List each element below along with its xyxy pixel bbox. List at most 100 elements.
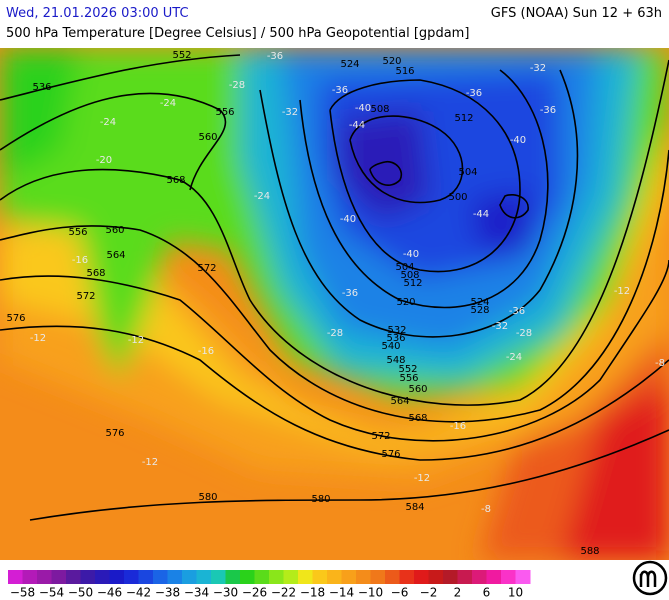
height-label: 536 — [386, 333, 405, 344]
temperature-label: -24 — [254, 191, 270, 202]
height-label: 504 — [395, 262, 414, 273]
colorbar-swatch — [95, 570, 110, 584]
height-label: 508 — [370, 104, 389, 115]
height-label: 536 — [32, 82, 51, 93]
colorbar-swatch — [443, 570, 458, 584]
colorbar-swatch — [312, 570, 328, 584]
temperature-label: -32 — [530, 63, 546, 74]
temperature-label: -36 — [466, 88, 482, 99]
legend: −58 −54 −50 −46 −42 −38 −34 −30 −26 −22 −18 −14 −10−… — [8, 560, 668, 600]
temperature-label: -32 — [492, 321, 508, 332]
temperature-label: -28 — [327, 328, 343, 339]
height-label: 576 — [6, 313, 25, 324]
height-label: 508 — [400, 270, 419, 281]
temperature-label: -24 — [160, 98, 176, 109]
temperature-label: -44 — [473, 209, 489, 220]
colorbar-swatch — [283, 570, 299, 584]
height-label: 564 — [390, 396, 409, 407]
height-label: 540 — [381, 341, 400, 352]
height-label: 576 — [105, 428, 124, 439]
temperature-label: -36 — [509, 306, 525, 317]
colorbar-swatch — [399, 570, 415, 584]
height-label: 588 — [580, 546, 599, 557]
colorbar-swatch — [153, 570, 168, 584]
height-label: 532 — [387, 325, 406, 336]
height-label: 524 — [470, 297, 489, 308]
temperature-label: -8 — [655, 358, 665, 369]
subtitle: 500 hPa Temperature [Degree Celsius] / 5… — [6, 26, 470, 41]
height-label: 580 — [311, 494, 330, 505]
colorbar-label: −26 — [242, 586, 267, 600]
colorbar-label: −34 — [184, 586, 209, 600]
colorbar-swatch — [298, 570, 313, 584]
height-label: 572 — [371, 431, 390, 442]
temperature-label: -16 — [198, 346, 214, 357]
height-label: 576 — [381, 449, 400, 460]
colorbar-label: −50 — [68, 586, 93, 600]
height-label: 572 — [197, 263, 216, 274]
colorbar-label: −10 — [358, 586, 383, 600]
colorbar-swatch — [80, 570, 96, 584]
colorbar-swatch — [370, 570, 386, 584]
colorbar-swatch — [225, 570, 241, 584]
colorbar-label: −2 — [420, 586, 438, 600]
colorbar-label: −38 — [155, 586, 180, 600]
colorbar-swatch — [167, 570, 183, 584]
colorbar-swatch — [51, 570, 67, 584]
height-label: 568 — [408, 413, 427, 424]
geopotential-contours — [0, 54, 669, 521]
colorbar-swatch — [22, 570, 38, 584]
colorbar-swatch — [385, 570, 400, 584]
colorbar-swatch — [124, 570, 139, 584]
colorbar-label: −54 — [39, 586, 64, 600]
height-label: 556 — [68, 227, 87, 238]
colorbar-swatch — [254, 570, 270, 584]
logo — [632, 560, 668, 596]
height-label: 568 — [86, 268, 105, 279]
height-label: 560 — [198, 132, 217, 143]
temperature-label: -36 — [267, 51, 283, 62]
colorbar-swatch — [327, 570, 342, 584]
height-label: 528 — [470, 305, 489, 316]
colorbar-label: −58 — [10, 586, 35, 600]
colorbar-swatch — [472, 570, 487, 584]
height-label: 580 — [198, 492, 217, 503]
colorbar-swatch — [37, 570, 52, 584]
colorbar-swatch — [196, 570, 212, 584]
height-label: 512 — [403, 278, 422, 289]
height-label: 504 — [458, 167, 477, 178]
temperature-label: -40 — [510, 135, 526, 146]
height-label: 500 — [448, 192, 467, 203]
temperature-label: -40 — [355, 103, 371, 114]
height-label: 552 — [172, 50, 191, 61]
temperature-label: -32 — [282, 107, 298, 118]
temperature-label: -28 — [229, 80, 245, 91]
temperature-label: -12 — [128, 335, 144, 346]
height-label: 568 — [166, 175, 185, 186]
colorbar-swatch — [341, 570, 357, 584]
temperature-label: -16 — [72, 255, 88, 266]
colorbar-label: −42 — [126, 586, 151, 600]
height-label: 516 — [395, 66, 414, 77]
colorbar-label: −18 — [300, 586, 325, 600]
colorbar-swatch — [356, 570, 371, 584]
colorbar-swatch — [501, 570, 516, 584]
height-label: 524 — [340, 59, 359, 70]
height-label: 560 — [105, 225, 124, 236]
colorbar-swatch — [8, 570, 23, 584]
colorbar-swatch — [414, 570, 429, 584]
colorbar-swatch — [211, 570, 226, 584]
temperature-label: -28 — [516, 328, 532, 339]
temperature-label: -40 — [340, 214, 356, 225]
height-label: 552 — [398, 364, 417, 375]
temperature-label: -24 — [506, 352, 522, 363]
colorbar-swatch — [269, 570, 284, 584]
colorbar-swatch — [515, 570, 531, 584]
colorbar-label: −30 — [213, 586, 238, 600]
colorbar-swatch — [428, 570, 444, 584]
height-label: 512 — [454, 113, 473, 124]
colorbar-swatch — [109, 570, 125, 584]
colorbar-swatch — [457, 570, 473, 584]
